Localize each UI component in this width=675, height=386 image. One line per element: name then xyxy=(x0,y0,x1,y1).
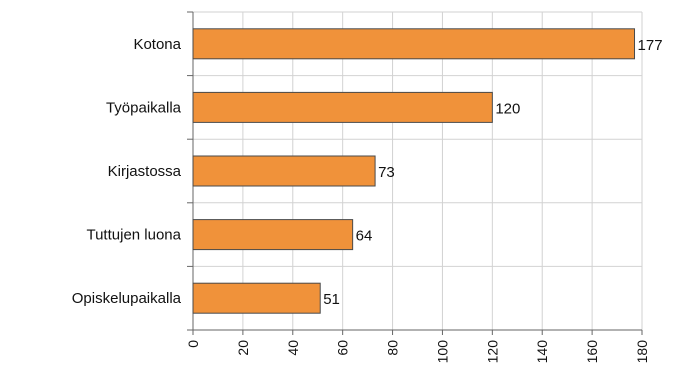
x-tick-label: 0 xyxy=(185,340,201,348)
category-label: Työpaikalla xyxy=(106,99,182,116)
x-tick-label: 40 xyxy=(285,340,301,356)
x-tick-label: 20 xyxy=(235,340,251,356)
bar xyxy=(192,219,354,251)
category-label: Tuttujen luona xyxy=(86,227,181,244)
data-label: 51 xyxy=(323,291,340,308)
bar xyxy=(192,91,493,123)
x-tick-label: 120 xyxy=(484,340,500,364)
data-label: 177 xyxy=(638,37,663,54)
category-label: Kotona xyxy=(133,36,181,53)
data-label: 73 xyxy=(378,164,395,181)
bar xyxy=(192,155,376,187)
bar xyxy=(192,28,636,60)
x-tick-label: 180 xyxy=(634,340,650,364)
category-label: Kirjastossa xyxy=(108,163,182,180)
data-label: 120 xyxy=(495,100,520,117)
x-tick-label: 100 xyxy=(434,340,450,364)
x-tick-label: 80 xyxy=(385,340,401,356)
data-label: 64 xyxy=(356,228,373,245)
x-tick-label: 60 xyxy=(335,340,351,356)
bar xyxy=(192,282,321,314)
x-tick-label: 140 xyxy=(534,340,550,364)
x-tick-label: 160 xyxy=(584,340,600,364)
category-label: Opiskelupaikalla xyxy=(72,290,182,307)
